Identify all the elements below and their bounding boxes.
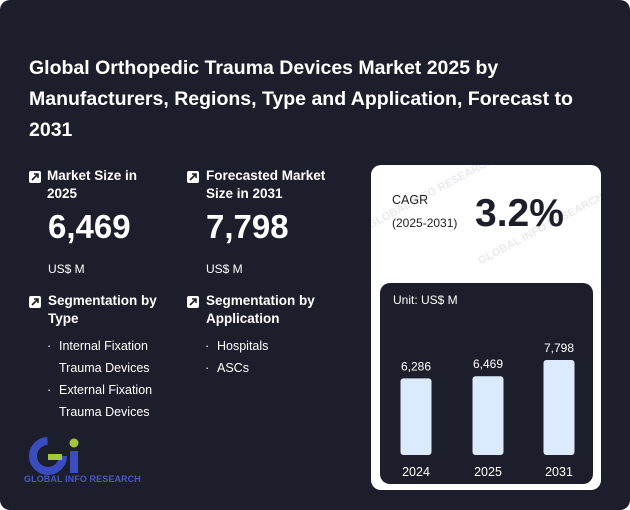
chart-unit-label: Unit: US$ M (393, 293, 458, 307)
logo-mark-icon (29, 437, 79, 475)
cagr-panel: GLOBAL INFO RESEARCH GLOBAL INFO RESEARC… (371, 165, 601, 490)
data-label-2025: 6,469 (473, 357, 503, 371)
arrow-icon (187, 171, 199, 183)
page-title: Global Orthopedic Trauma Devices Market … (29, 57, 573, 141)
list-item: External Fixation Trauma Devices (47, 379, 167, 423)
cagr-label: CAGR (392, 193, 429, 207)
segmentation-type-label: Segmentation by Type (48, 293, 157, 326)
market-size-value: 6,469 (48, 208, 131, 245)
forecast-unit: US$ M (206, 262, 243, 276)
company-logo: GLOBAL INFO RESEARCH (24, 437, 164, 487)
arrow-icon (29, 171, 41, 183)
bar-chart: Unit: US$ M 6,286 2024 6,469 2025 7,798 2031 (380, 283, 593, 484)
data-label-2031: 7,798 (544, 341, 574, 355)
cagr-range: (2025-2031) (392, 216, 458, 230)
x-tick-label-2031: 2031 (545, 465, 573, 479)
logo-text: GLOBAL INFO RESEARCH (24, 474, 141, 484)
segmentation-application-label: Segmentation by Application (206, 293, 315, 326)
forecast-label: Forecasted Market Size in 2031 (206, 168, 326, 201)
cagr-value: 3.2% (475, 192, 564, 235)
arrow-icon (187, 296, 199, 308)
segmentation-application-list: Hospitals ASCs (205, 335, 325, 379)
market-size-unit: US$ M (48, 262, 85, 276)
bar-chart-plot: 6,286 2024 6,469 2025 7,798 2031 (400, 341, 575, 479)
bar-2024 (400, 378, 432, 455)
market-size-block: Market Size in 2025 6,469 US$ M (29, 167, 179, 277)
segmentation-application-block: Segmentation by Application (187, 292, 337, 332)
list-item: Hospitals (205, 335, 325, 357)
list-item: Internal Fixation Trauma Devices (47, 335, 167, 379)
bar-2031 (543, 360, 575, 455)
forecast-value: 7,798 (206, 208, 289, 245)
list-item: ASCs (205, 357, 325, 379)
forecast-block: Forecasted Market Size in 2031 7,798 US$… (187, 167, 357, 277)
market-size-label: Market Size in 2025 (47, 168, 138, 201)
x-tick-label-2025: 2025 (474, 465, 502, 479)
segmentation-type-list: Internal Fixation Trauma Devices Externa… (47, 335, 167, 423)
segmentation-type-block: Segmentation by Type (29, 292, 179, 432)
data-label-2024: 6,286 (401, 359, 431, 373)
bar-2025 (472, 376, 504, 455)
x-tick-label-2024: 2024 (402, 465, 430, 479)
arrow-icon (29, 296, 41, 308)
